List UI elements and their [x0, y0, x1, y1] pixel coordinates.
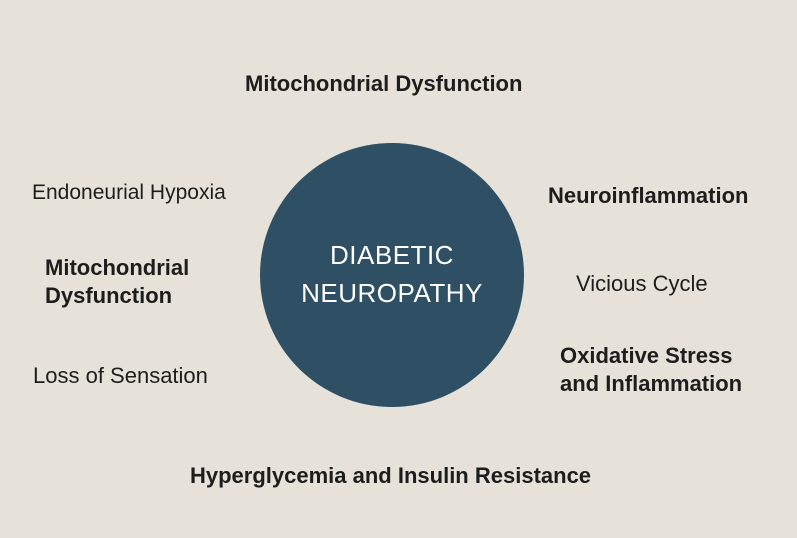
label-bottom: Hyperglycemia and Insulin Resistance: [190, 462, 630, 490]
center-circle: DIABETIC NEUROPATHY: [260, 143, 524, 407]
label-right-low-2: and Inflammation: [560, 370, 780, 398]
label-left-mid-2: Dysfunction: [45, 282, 245, 310]
diagram-canvas: DIABETIC NEUROPATHY Mitochondrial Dysfun…: [0, 0, 797, 538]
label-right-low-1: Oxidative Stress: [560, 342, 780, 370]
center-circle-line2: NEUROPATHY: [301, 275, 483, 313]
label-right-mid: Vicious Cycle: [576, 270, 776, 298]
label-left-upper: Endoneurial Hypoxia: [32, 180, 262, 206]
center-circle-line1: DIABETIC: [330, 237, 454, 275]
label-top: Mitochondrial Dysfunction: [245, 70, 565, 98]
label-left-mid-1: Mitochondrial: [45, 254, 245, 282]
label-right-upper: Neuroinflammation: [548, 182, 788, 210]
label-left-lower: Loss of Sensation: [33, 362, 253, 390]
